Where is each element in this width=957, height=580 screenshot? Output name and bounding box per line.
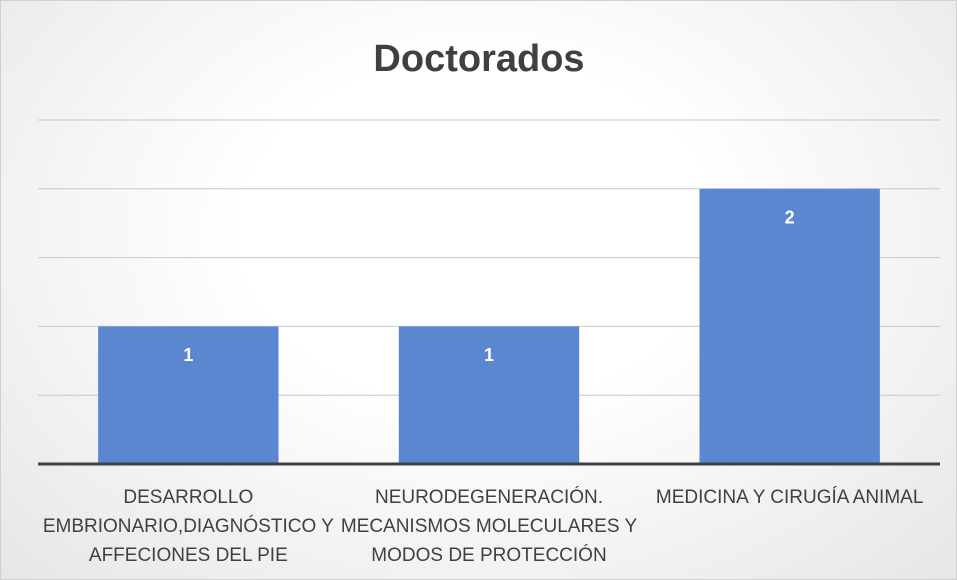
- x-tick-label: MEDICINA Y CIRUGÍA ANIMAL: [655, 487, 924, 508]
- data-label: 2: [785, 208, 795, 228]
- x-tick-label: DESARROLLO EMBRIONARIO,DIAGNÓSTICO Y AFF…: [42, 487, 334, 566]
- bar: [98, 326, 279, 464]
- chart-title: Doctorados: [373, 38, 584, 80]
- x-tick-label: NEURODEGENERACIÓN. MECANISMOS MOLECULARE…: [340, 487, 638, 566]
- bar: [398, 326, 580, 464]
- data-label: 1: [484, 345, 494, 365]
- data-label: 1: [183, 345, 193, 365]
- bar: [699, 188, 880, 465]
